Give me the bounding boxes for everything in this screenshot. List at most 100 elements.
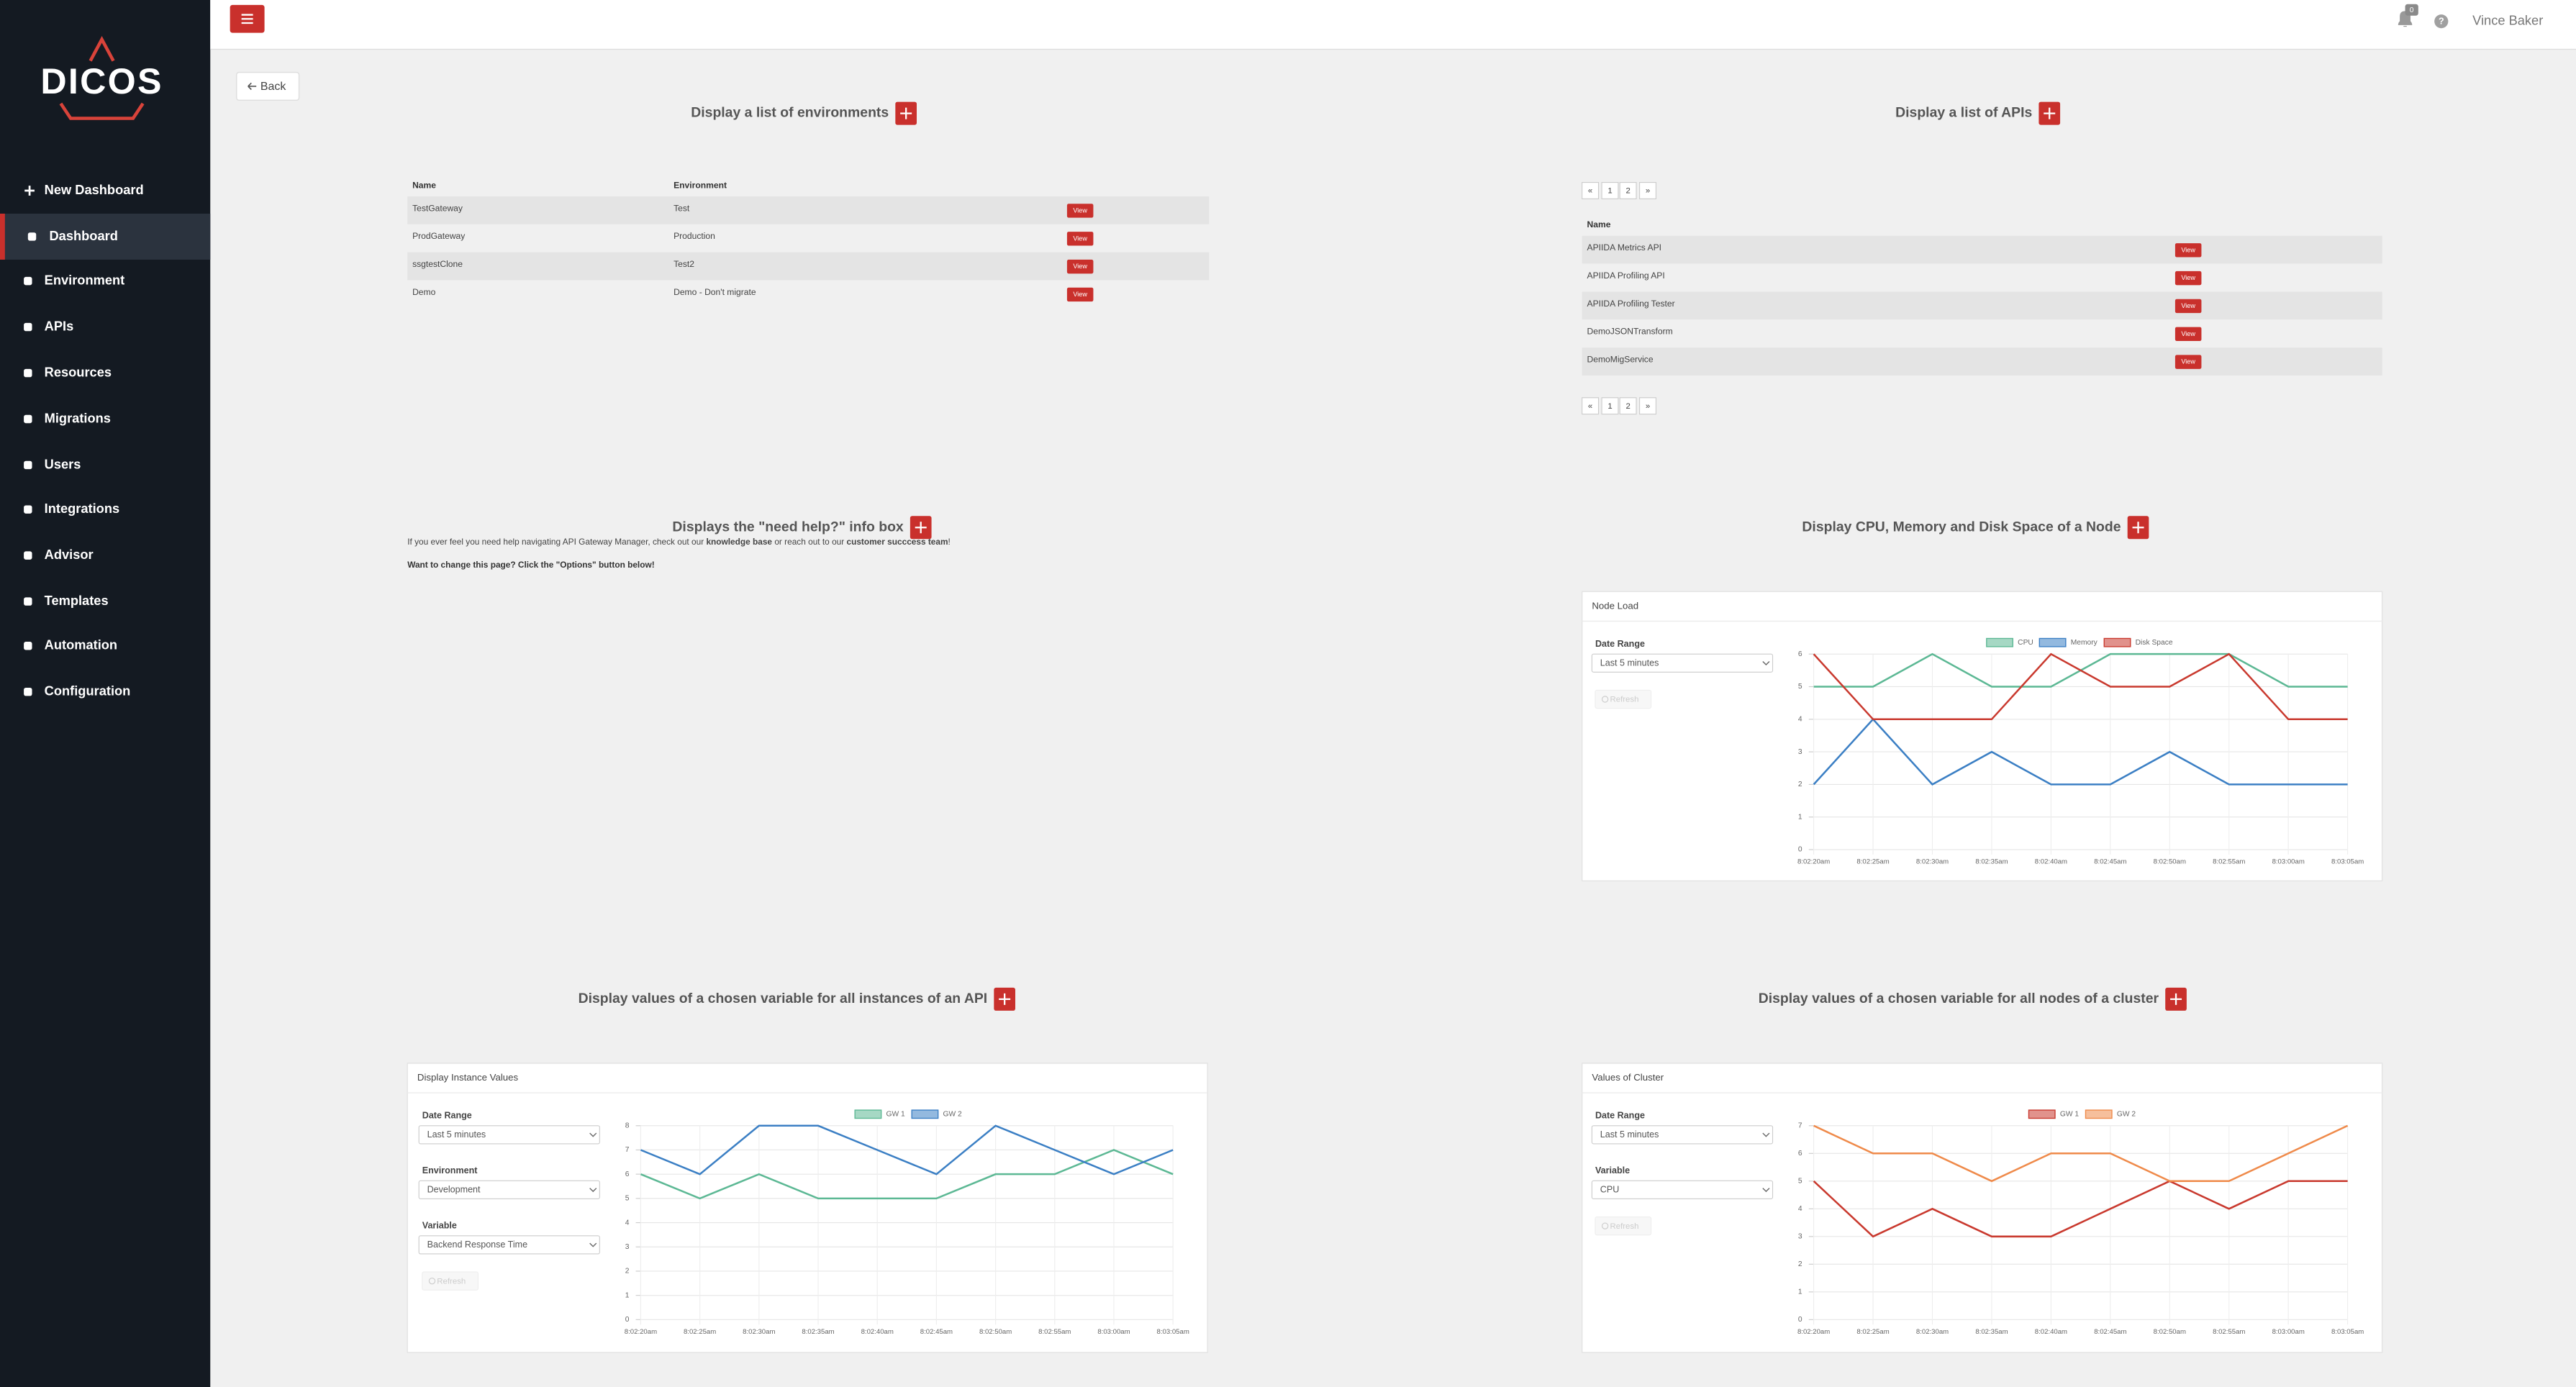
field-label: Variable [1595,1165,1630,1175]
select[interactable] [418,1180,600,1200]
page-label: 1 [1607,187,1612,196]
table-row [1582,291,2382,320]
table-cell: Test2 [674,259,694,269]
page-label: » [1646,187,1650,196]
back-button[interactable] [236,71,300,101]
select[interactable] [418,1125,600,1145]
menu-item[interactable]: Dashboard [49,228,117,243]
x-tick-label: 8:02:45am [2094,1328,2126,1336]
legend-swatch [2028,1109,2056,1119]
view-label: View [1073,263,1087,270]
refresh-label: Refresh [1610,1222,1638,1231]
view-button[interactable] [1066,287,1094,302]
menu-icon [24,322,32,332]
menu-item[interactable]: Configuration [45,683,131,699]
widget-title: Display a list of APIs [1895,105,2032,121]
field-label: Date Range [422,1110,472,1120]
view-button[interactable] [2174,243,2202,258]
widget-title: Display CPU, Memory and Disk Space of a … [1802,519,2121,535]
legend-swatch [911,1109,939,1119]
y-tick-label: 1 [1798,813,1802,821]
view-label: View [1073,291,1087,298]
field-label: Date Range [1595,1110,1645,1120]
menu-item[interactable]: Migrations [45,410,111,425]
view-label: View [2181,358,2195,365]
menu-item[interactable]: New Dashboard [45,182,144,197]
view-button[interactable] [2174,327,2202,342]
x-tick-label: 8:02:40am [2035,1328,2067,1336]
page-link[interactable] [1639,397,1656,415]
add-icon [900,107,912,119]
view-button[interactable] [2174,270,2202,286]
table-row [1582,319,2382,348]
page-link[interactable] [1582,397,1600,415]
legend-swatch [1986,637,2014,647]
series-line [1813,717,2348,786]
y-tick-label: 3 [1798,748,1802,756]
legend-swatch [2085,1109,2113,1119]
menu-item[interactable]: Templates [45,593,109,608]
select[interactable] [1591,1180,1774,1200]
x-tick-label: 8:02:40am [2035,858,2067,866]
y-tick-label: 6 [625,1170,630,1178]
y-tick-label: 4 [1798,716,1802,724]
select[interactable] [418,1235,600,1255]
select-chevron [1762,1188,1770,1193]
table-cell: Demo - Don't migrate [674,287,756,297]
page-label: « [1588,402,1592,411]
card-title: Display Instance Values [417,1072,519,1083]
menu-icon [24,276,32,286]
column-header: Name [1587,219,1611,229]
table-row [1582,235,2382,264]
card-title: Values of Cluster [1592,1072,1664,1083]
chart-card [1582,1063,2383,1353]
help-glyph: ? [2439,17,2444,27]
y-tick-label: 0 [1798,846,1802,854]
select[interactable] [1591,1125,1774,1145]
help-icon[interactable] [2434,14,2449,29]
view-button[interactable] [2174,299,2202,314]
field-label: Environment [422,1165,478,1175]
refresh-icon [428,1277,436,1285]
menu-item[interactable]: Advisor [45,547,94,562]
back-label: Back [260,81,286,93]
add-icon [999,993,1011,1005]
x-tick-label: 8:02:30am [743,1328,775,1336]
select-value: Backend Response Time [427,1240,527,1250]
page-link[interactable] [1601,397,1619,415]
column-header: Environment [674,180,727,190]
logo-mark [59,102,145,120]
refresh-button[interactable] [1595,1216,1652,1236]
view-button[interactable] [1066,204,1094,218]
menu-item[interactable]: Users [45,456,81,471]
page-link[interactable] [1582,181,1600,199]
view-button[interactable] [1066,232,1094,246]
user-name[interactable]: Vince Baker [2472,13,2543,28]
table-cell: ProdGateway [412,231,466,241]
x-tick-label: 8:02:55am [1038,1328,1071,1336]
view-button[interactable] [1066,259,1094,274]
menu-item[interactable]: Environment [45,272,125,287]
select-value: Last 5 minutes [427,1129,486,1140]
page-link[interactable] [1619,397,1637,415]
select[interactable] [1591,653,1774,673]
page-link[interactable] [1619,181,1637,199]
menu-item[interactable]: Automation [45,637,117,652]
refresh-button[interactable] [422,1271,479,1291]
view-label: View [2181,274,2195,281]
view-button[interactable] [2174,355,2202,369]
menu-item[interactable]: Resources [45,364,112,379]
y-tick-label: 1 [625,1291,630,1299]
refresh-button[interactable] [1595,689,1652,709]
help-text-part: customer succcess team [847,537,948,547]
page-link[interactable] [1601,181,1619,199]
refresh-label: Refresh [1610,696,1638,704]
x-tick-label: 8:02:30am [1916,1328,1949,1336]
menu-item[interactable]: Integrations [45,501,120,516]
view-label: View [2181,330,2195,337]
select-value: CPU [1600,1185,1619,1195]
page-link[interactable] [1639,181,1656,199]
x-tick-label: 8:02:40am [861,1328,894,1336]
menu-item[interactable]: APIs [45,318,74,333]
x-tick-label: 8:03:00am [1097,1328,1130,1336]
